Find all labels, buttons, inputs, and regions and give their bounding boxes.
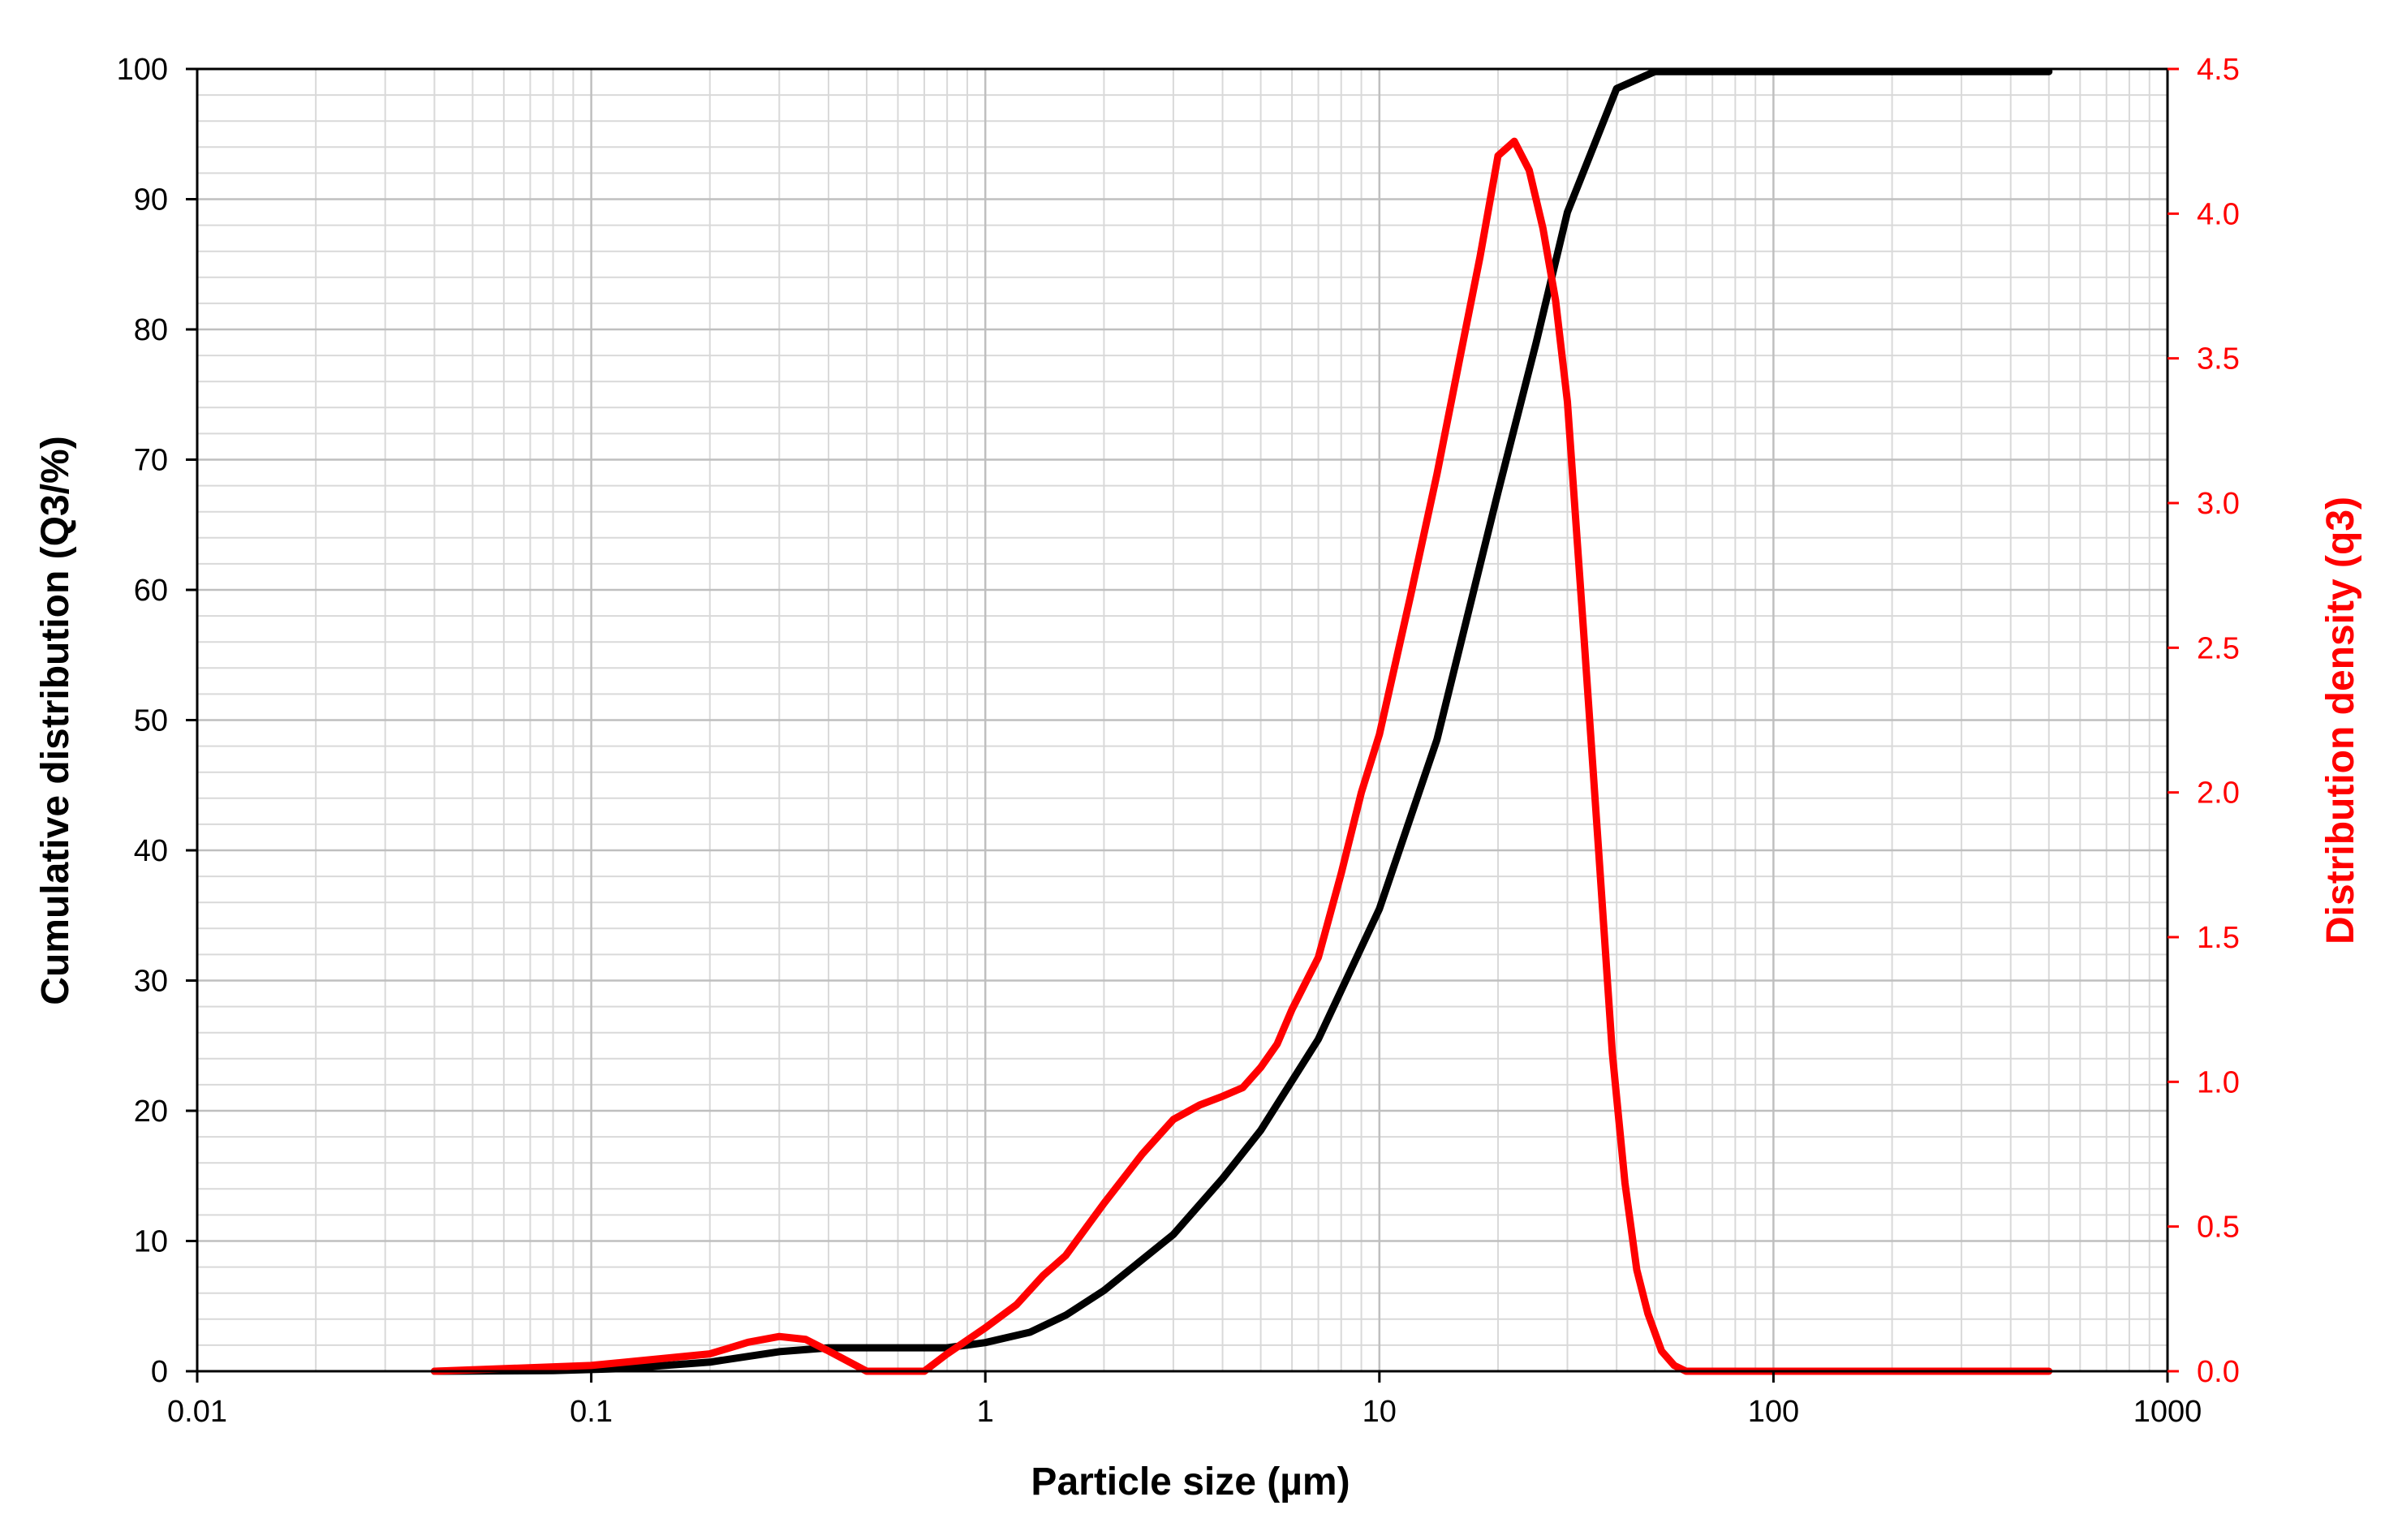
y-tick-label: 70 — [134, 444, 168, 478]
y2-tick-label: 4.0 — [2197, 197, 2240, 231]
y-tick-label: 10 — [134, 1225, 168, 1259]
y-tick-label: 60 — [134, 574, 168, 608]
y2-tick-label: 2.5 — [2197, 631, 2240, 665]
y-axis-right-title: Distribution density (q3) — [2319, 497, 2362, 944]
y-tick-label: 20 — [134, 1095, 168, 1129]
y2-tick-label: 1.0 — [2197, 1065, 2240, 1099]
y-tick-label: 30 — [134, 965, 168, 999]
x-tick-label: 0.01 — [167, 1395, 227, 1429]
cumulative-curve — [430, 67, 2053, 1375]
y-tick-label: 100 — [117, 53, 168, 87]
y2-tick-label: 0.0 — [2197, 1355, 2240, 1389]
x-tick-label: 1 — [977, 1395, 994, 1429]
y-tick-label: 0 — [151, 1355, 168, 1389]
y2-tick-label: 0.5 — [2197, 1211, 2240, 1245]
y2-tick-label: 3.5 — [2197, 342, 2240, 376]
y2-tick-label: 4.5 — [2197, 53, 2240, 87]
y-tick-label: 50 — [134, 704, 168, 738]
ticks-layer: 0.01 0.1 1 10 100 1000 0 10 20 30 40 50 60 70 80 90 100 0… — [117, 53, 2240, 1429]
x-tick-label: 0.1 — [570, 1395, 613, 1429]
y-tick-label: 90 — [134, 183, 168, 217]
y-tick-label: 80 — [134, 313, 168, 347]
x-tick-label: 1000 — [2133, 1395, 2202, 1429]
x-axis-title: Particle size (µm) — [1031, 1460, 1350, 1503]
y2-tick-label: 1.5 — [2197, 921, 2240, 955]
y2-tick-label: 3.0 — [2197, 487, 2240, 521]
x-tick-label: 100 — [1748, 1395, 1799, 1429]
y2-tick-label: 2.0 — [2197, 776, 2240, 811]
x-tick-label: 10 — [1363, 1395, 1397, 1429]
y-axis-left-title: Cumulative distribution (Q3/%) — [34, 436, 77, 1004]
y-tick-label: 40 — [134, 834, 168, 868]
